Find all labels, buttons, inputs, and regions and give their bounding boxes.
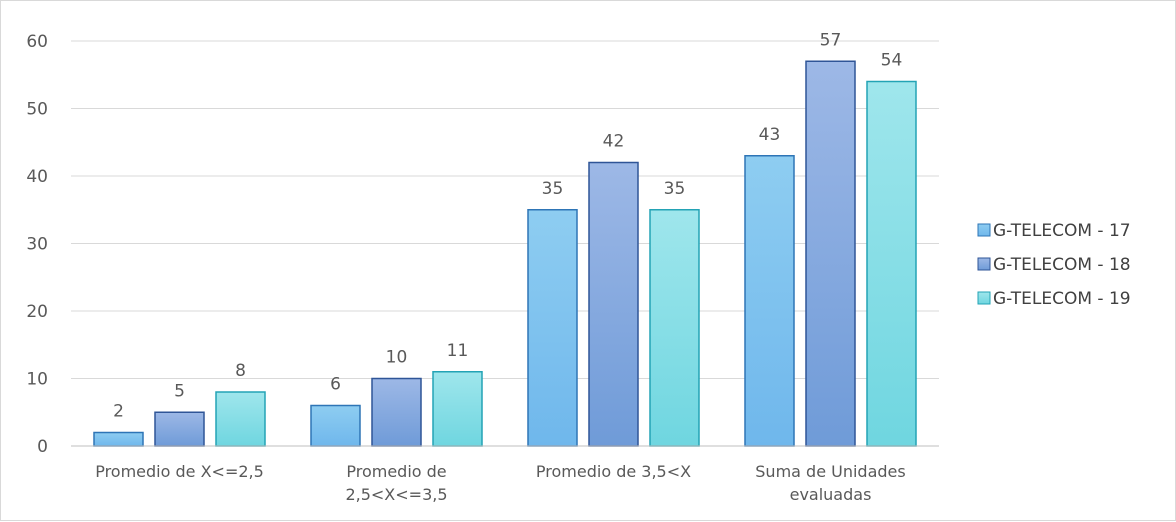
bars (93, 60, 917, 447)
data-label: 35 (664, 179, 686, 199)
bar (805, 60, 856, 447)
data-label: 42 (603, 132, 625, 152)
bar (93, 431, 144, 447)
x-tick-label: Suma de Unidades (755, 462, 905, 481)
data-label: 8 (235, 361, 246, 381)
x-tick-label: Promedio de 3,5<X (536, 462, 691, 481)
y-tick-label: 10 (26, 370, 48, 390)
bar (371, 377, 422, 447)
data-label: 43 (759, 125, 781, 145)
y-tick-label: 60 (26, 32, 48, 52)
data-label: 35 (542, 179, 564, 199)
legend-swatch (977, 257, 991, 271)
bar (588, 161, 639, 447)
data-label: 54 (881, 51, 903, 71)
y-tick-label: 50 (26, 100, 48, 120)
bar (310, 404, 361, 447)
data-label: 6 (330, 375, 341, 395)
x-tick-label: evaluadas (790, 485, 872, 504)
legend-label: G-TELECOM - 18 (993, 255, 1131, 275)
data-label: 5 (174, 381, 185, 401)
bar (432, 371, 483, 447)
y-tick-label: 20 (26, 302, 48, 322)
legend-label: G-TELECOM - 17 (993, 221, 1131, 241)
axes: 0 10 20 30 40 50 60 Promedio de X<=2,5 Promedio … (26, 32, 939, 504)
x-tick-label: Promedio de (346, 462, 446, 481)
x-tick-label: 2,5<X<=3,5 (345, 485, 447, 504)
y-tick-label: 40 (26, 167, 48, 187)
data-label: 11 (447, 341, 469, 361)
bar (215, 391, 266, 447)
legend-swatch (977, 291, 991, 305)
bar (866, 80, 917, 447)
legend: G-TELECOM - 17 G-TELECOM - 18 G-TELECOM - … (977, 221, 1131, 309)
data-label: 2 (113, 402, 124, 422)
bar (649, 209, 700, 447)
data-labels: 2 5 8 6 10 11 35 42 35 43 57 54 (113, 30, 902, 421)
x-tick-label: Promedio de X<=2,5 (95, 462, 264, 481)
bar (154, 411, 205, 447)
legend-swatch (977, 223, 991, 237)
legend-label: G-TELECOM - 19 (993, 289, 1131, 309)
bar (527, 209, 578, 447)
y-tick-label: 30 (26, 235, 48, 255)
bar (744, 155, 795, 447)
y-tick-label: 0 (37, 437, 48, 457)
data-label: 57 (820, 30, 842, 50)
data-label: 10 (386, 348, 408, 368)
